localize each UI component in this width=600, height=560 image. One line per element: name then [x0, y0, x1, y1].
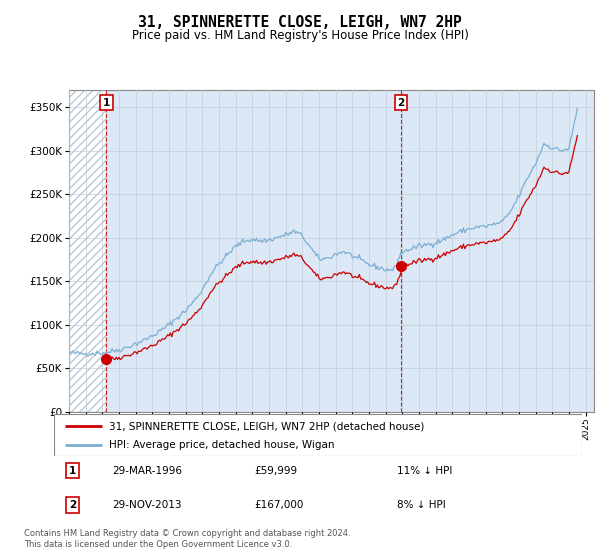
- Text: Price paid vs. HM Land Registry's House Price Index (HPI): Price paid vs. HM Land Registry's House …: [131, 29, 469, 42]
- Text: 31, SPINNERETTE CLOSE, LEIGH, WN7 2HP (detached house): 31, SPINNERETTE CLOSE, LEIGH, WN7 2HP (d…: [109, 421, 425, 431]
- Text: 29-NOV-2013: 29-NOV-2013: [112, 500, 182, 510]
- Text: 29-MAR-1996: 29-MAR-1996: [112, 465, 182, 475]
- Text: Contains HM Land Registry data © Crown copyright and database right 2024.
This d: Contains HM Land Registry data © Crown c…: [24, 529, 350, 549]
- Bar: [69, 90, 106, 412]
- Text: 11% ↓ HPI: 11% ↓ HPI: [397, 465, 452, 475]
- Bar: [69, 90, 106, 412]
- Text: 2: 2: [397, 97, 404, 108]
- Text: 2: 2: [69, 500, 76, 510]
- Text: HPI: Average price, detached house, Wigan: HPI: Average price, detached house, Wiga…: [109, 440, 335, 450]
- Text: £59,999: £59,999: [254, 465, 298, 475]
- Text: £167,000: £167,000: [254, 500, 304, 510]
- Text: 8% ↓ HPI: 8% ↓ HPI: [397, 500, 446, 510]
- Text: 1: 1: [103, 97, 110, 108]
- FancyBboxPatch shape: [54, 414, 582, 456]
- Text: 1: 1: [69, 465, 76, 475]
- Text: 31, SPINNERETTE CLOSE, LEIGH, WN7 2HP: 31, SPINNERETTE CLOSE, LEIGH, WN7 2HP: [138, 15, 462, 30]
